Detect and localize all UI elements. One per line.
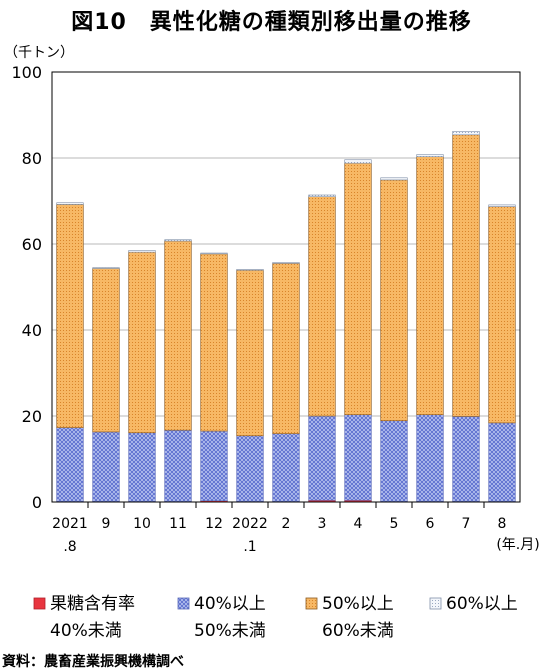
legend-label: 50%以上 — [322, 594, 394, 614]
bar-segment — [236, 269, 264, 271]
legend: 果糖含有率 40%未満 40%以上 50%未満 50%以上 60%未満 60%以上 — [33, 594, 518, 641]
bar-segment — [308, 194, 336, 197]
bar-segment — [488, 206, 516, 424]
x-axis-ticks: 2021 .8 9 10 11 12 2022 .1 2 3 4 5 6 7 8 — [52, 502, 506, 555]
legend-label: 果糖含有率 — [50, 594, 135, 614]
x-tick-label: 6 — [426, 516, 435, 532]
legend-label: 60%以上 — [446, 594, 518, 614]
bar-segment — [164, 240, 192, 431]
y-tick-label: 20 — [22, 407, 42, 426]
bar-segment — [200, 430, 228, 502]
legend-label-line2: 60%未満 — [322, 621, 394, 641]
bar-segment — [272, 262, 300, 264]
bar-segment — [128, 251, 156, 434]
y-axis-ticks: 0 20 40 60 80 100 — [11, 63, 42, 512]
legend-label-line2: 50%未満 — [194, 621, 266, 641]
x-tick-label: 2022 — [232, 516, 268, 532]
bar-segment — [488, 422, 516, 502]
y-tick-label: 100 — [11, 63, 42, 82]
legend-label-line2: 40%未満 — [50, 621, 122, 641]
plot-frame — [51, 71, 521, 503]
legend-swatch — [305, 597, 318, 610]
bar-segment — [308, 415, 336, 501]
bar-segment — [416, 414, 444, 502]
chart-title: 図10 異性化糖の種類別移出量の推移 — [71, 10, 472, 35]
x-tick-label: 5 — [390, 516, 399, 532]
y-tick-label: 0 — [32, 493, 42, 512]
bar-segment — [344, 162, 372, 416]
bar-segment — [452, 416, 480, 502]
legend-swatch — [177, 597, 190, 610]
bar-segment — [92, 268, 120, 433]
x-tick-sublabel: .8 — [63, 539, 76, 555]
bar-segment — [128, 250, 156, 253]
bar-segment — [308, 196, 336, 417]
bar-segment — [56, 427, 84, 502]
bar-segment — [272, 263, 300, 434]
bar-segment — [164, 429, 192, 502]
x-tick-label: 9 — [102, 516, 111, 532]
bar-segment — [236, 269, 264, 437]
bar-segment — [416, 156, 444, 416]
x-tick-label: 2021 — [52, 516, 88, 532]
x-tick-label: 3 — [318, 516, 327, 532]
bar-segment — [380, 177, 408, 181]
bar-segment — [272, 433, 300, 502]
y-tick-label: 80 — [22, 149, 42, 168]
x-tick-label: 2 — [282, 516, 291, 532]
bars — [56, 131, 516, 503]
bar-segment — [200, 253, 228, 432]
bar-segment — [56, 202, 84, 205]
x-axis-unit-label: (年.月) — [496, 537, 539, 553]
y-tick-label: 60 — [22, 235, 42, 254]
bar-segment — [452, 134, 480, 417]
x-tick-label: 10 — [133, 516, 151, 532]
axes — [51, 71, 521, 503]
bar-segment — [56, 204, 84, 428]
x-tick-label: 4 — [354, 516, 363, 532]
bar-segment — [200, 252, 228, 255]
bar-segment — [92, 431, 120, 502]
bar-segment — [380, 179, 408, 422]
y-tick-label: 40 — [22, 321, 42, 340]
x-tick-label: 12 — [205, 516, 223, 532]
legend-swatch — [429, 597, 442, 610]
legend-label: 40%以上 — [194, 594, 266, 614]
bar-segment — [488, 204, 516, 207]
bar-segment — [92, 267, 120, 269]
x-tick-label: 7 — [462, 516, 471, 532]
x-tick-label: 8 — [498, 516, 507, 532]
bar-segment — [344, 159, 372, 164]
bar-segment — [344, 414, 372, 501]
bar-segment — [452, 131, 480, 136]
x-tick-sublabel: .1 — [243, 539, 256, 555]
legend-swatch — [33, 597, 46, 610]
bar-segment — [380, 420, 408, 502]
x-tick-label: 11 — [169, 516, 187, 532]
source-note: 資料：農畜産業振興機構調べ — [2, 654, 184, 670]
bar-segment — [416, 154, 444, 158]
y-axis-unit-label: （千トン） — [4, 45, 74, 61]
bar-segment — [128, 432, 156, 502]
bar-segment — [164, 239, 192, 242]
bar-segment — [236, 435, 264, 502]
